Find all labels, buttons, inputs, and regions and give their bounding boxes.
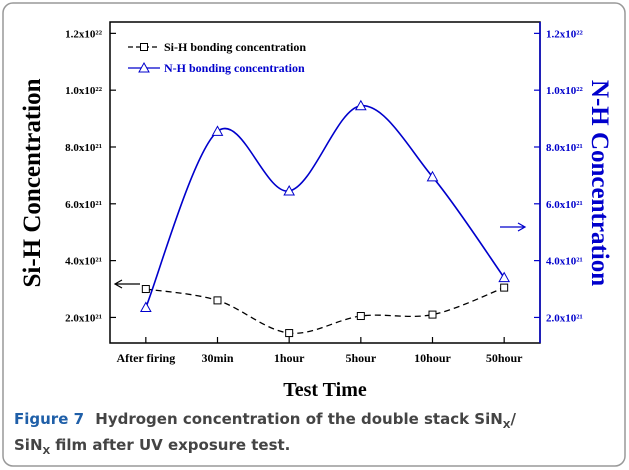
marker (283, 184, 296, 196)
x-tick-label: 30min (201, 351, 233, 365)
y2-tick-label: 8.0x10²¹ (546, 142, 583, 154)
caption-text: / (511, 410, 517, 428)
legend-marker (138, 61, 150, 73)
marker (356, 312, 365, 321)
marker (500, 283, 509, 292)
caption-text: SiN (14, 436, 43, 454)
y2-tick-label: 4.0x10²¹ (546, 256, 583, 268)
y-tick-label: 1.0x10²² (65, 85, 103, 97)
y2-axis-title: N-H Concentration (586, 80, 613, 286)
y-tick-label: 4.0x10²¹ (65, 256, 102, 268)
caption-sub: X (43, 446, 51, 457)
x-tick-label: 10hour (414, 351, 451, 365)
caption-label: Figure 7 (14, 410, 84, 428)
marker (213, 296, 222, 305)
arrow (113, 279, 140, 289)
x-tick-label: 5hour (345, 351, 376, 365)
marker (139, 301, 152, 312)
x-tick-label: 50hour (486, 351, 523, 365)
series-line (145, 104, 505, 308)
marker (141, 285, 150, 294)
y-tick-label: 6.0x10²¹ (65, 199, 102, 211)
marker (498, 271, 511, 283)
caption-sub: X (503, 420, 511, 431)
marker (428, 310, 437, 319)
x-tick-label: After firing (116, 351, 175, 365)
marker (285, 329, 294, 338)
x-tick-label: 1hour (274, 351, 305, 365)
y2-tick-label: 1.2x10²² (546, 28, 584, 40)
y2-tick-label: 2.0x10²¹ (546, 312, 583, 324)
y-tick-label: 1.2x10²² (65, 28, 103, 40)
marker (354, 99, 367, 111)
legend-marker (140, 43, 148, 51)
marker (426, 170, 439, 182)
y-tick-label: 8.0x10²¹ (65, 142, 102, 154)
legend-label: N-H bonding concentration (164, 61, 305, 75)
caption-text: Hydrogen concentration of the double sta… (95, 410, 503, 428)
series-line (145, 286, 505, 334)
caption-text: film after UV exposure test. (55, 436, 290, 454)
y2-tick-label: 6.0x10²¹ (546, 199, 583, 211)
marker (211, 125, 224, 136)
y-axis-title: Si-H Concentration (19, 78, 46, 287)
x-axis-title: Test Time (283, 379, 367, 401)
y-tick-label: 2.0x10²¹ (65, 312, 102, 324)
legend-label: Si-H bonding concentration (164, 40, 306, 54)
caption: Figure 7 Hydrogen concentration of the d… (14, 410, 517, 431)
caption: SiNX film after UV exposure test. (14, 436, 290, 457)
arrow (500, 222, 527, 232)
y2-tick-label: 1.0x10²² (546, 85, 584, 97)
